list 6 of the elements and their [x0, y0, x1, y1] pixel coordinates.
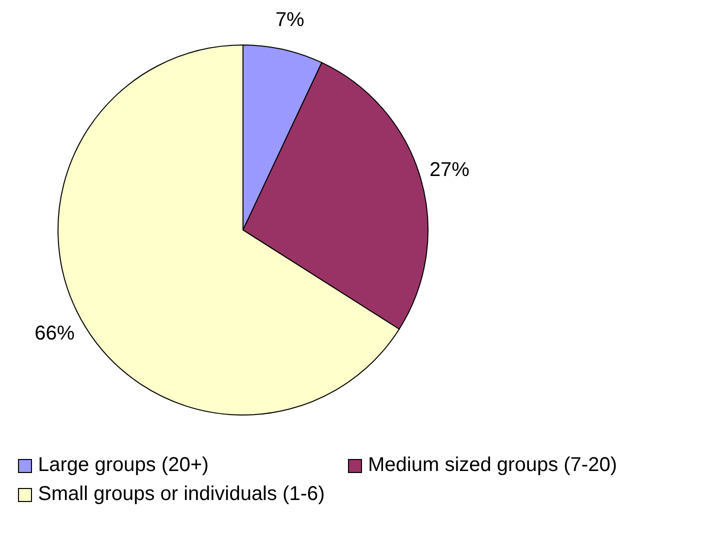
data-label: 66% — [34, 322, 75, 345]
data-label: 27% — [429, 159, 470, 182]
legend-label: Medium sized groups (7-20) — [368, 454, 617, 477]
legend-label: Large groups (20+) — [38, 454, 209, 477]
legend-label: Small groups or individuals (1-6) — [38, 483, 325, 506]
data-label: 7% — [275, 9, 305, 32]
